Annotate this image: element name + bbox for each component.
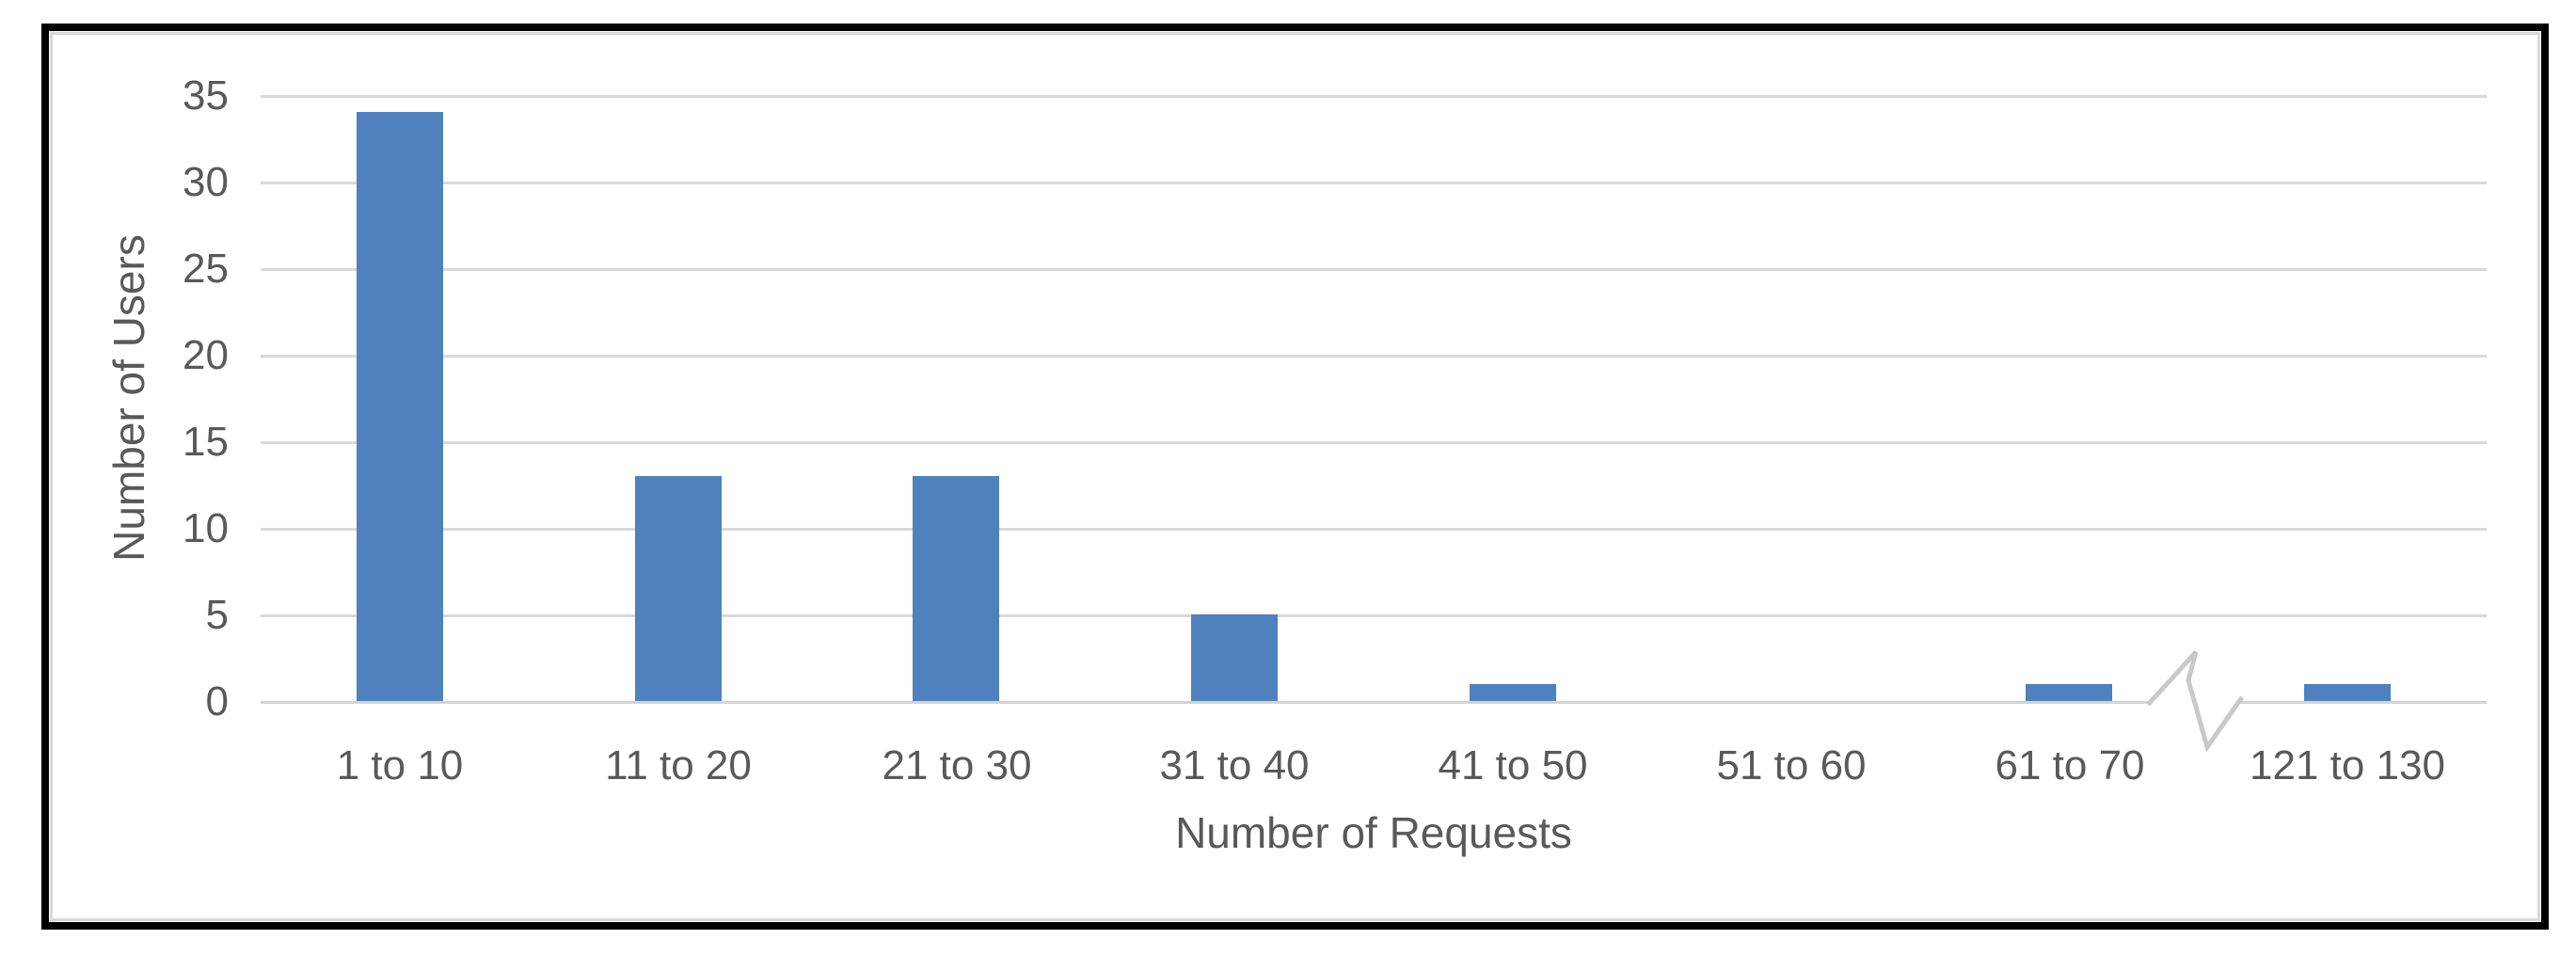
gridline-15 (261, 441, 2487, 444)
x-category-label-7: 61 to 70 (1995, 742, 2145, 788)
bar-41-to-50 (1470, 684, 1556, 701)
gridline-5 (261, 614, 2487, 617)
gridline-30 (261, 182, 2487, 184)
bar-1-to-10 (357, 112, 443, 701)
y-tick-label-20: 20 (183, 332, 229, 378)
bar-61-to-70 (2026, 684, 2112, 701)
x-category-label-8: 121 to 130 (2250, 742, 2445, 788)
x-axis-line (261, 701, 2152, 704)
x-category-label-5: 41 to 50 (1438, 742, 1588, 788)
y-tick-label-0: 0 (205, 678, 229, 724)
gridline-35 (261, 95, 2487, 98)
bar-11-to-20 (635, 476, 722, 701)
y-tick-label-35: 35 (183, 72, 229, 119)
bar-31-to-40 (1191, 614, 1278, 701)
x-axis-line (2237, 701, 2487, 704)
x-category-label-4: 31 to 40 (1159, 742, 1310, 788)
bar-21-to-30 (913, 476, 999, 701)
x-category-label-1: 1 to 10 (336, 742, 464, 788)
y-tick-label-10: 10 (183, 505, 229, 551)
y-tick-label-15: 15 (183, 419, 229, 465)
gridline-10 (261, 528, 2487, 531)
outer-black-border (41, 24, 2549, 930)
y-tick-label-5: 5 (205, 592, 229, 638)
gridline-25 (261, 268, 2487, 271)
x-category-label-3: 21 to 30 (882, 742, 1032, 788)
x-category-label-6: 51 to 60 (1716, 742, 1867, 788)
gridline-20 (261, 355, 2487, 358)
y-tick-label-25: 25 (183, 246, 229, 292)
bar-121-to-130 (2304, 684, 2391, 701)
x-category-label-2: 11 to 20 (605, 742, 752, 788)
x-axis-title: Number of Requests (1175, 808, 1572, 857)
y-tick-label-30: 30 (183, 159, 229, 205)
chart-area (50, 32, 2540, 921)
